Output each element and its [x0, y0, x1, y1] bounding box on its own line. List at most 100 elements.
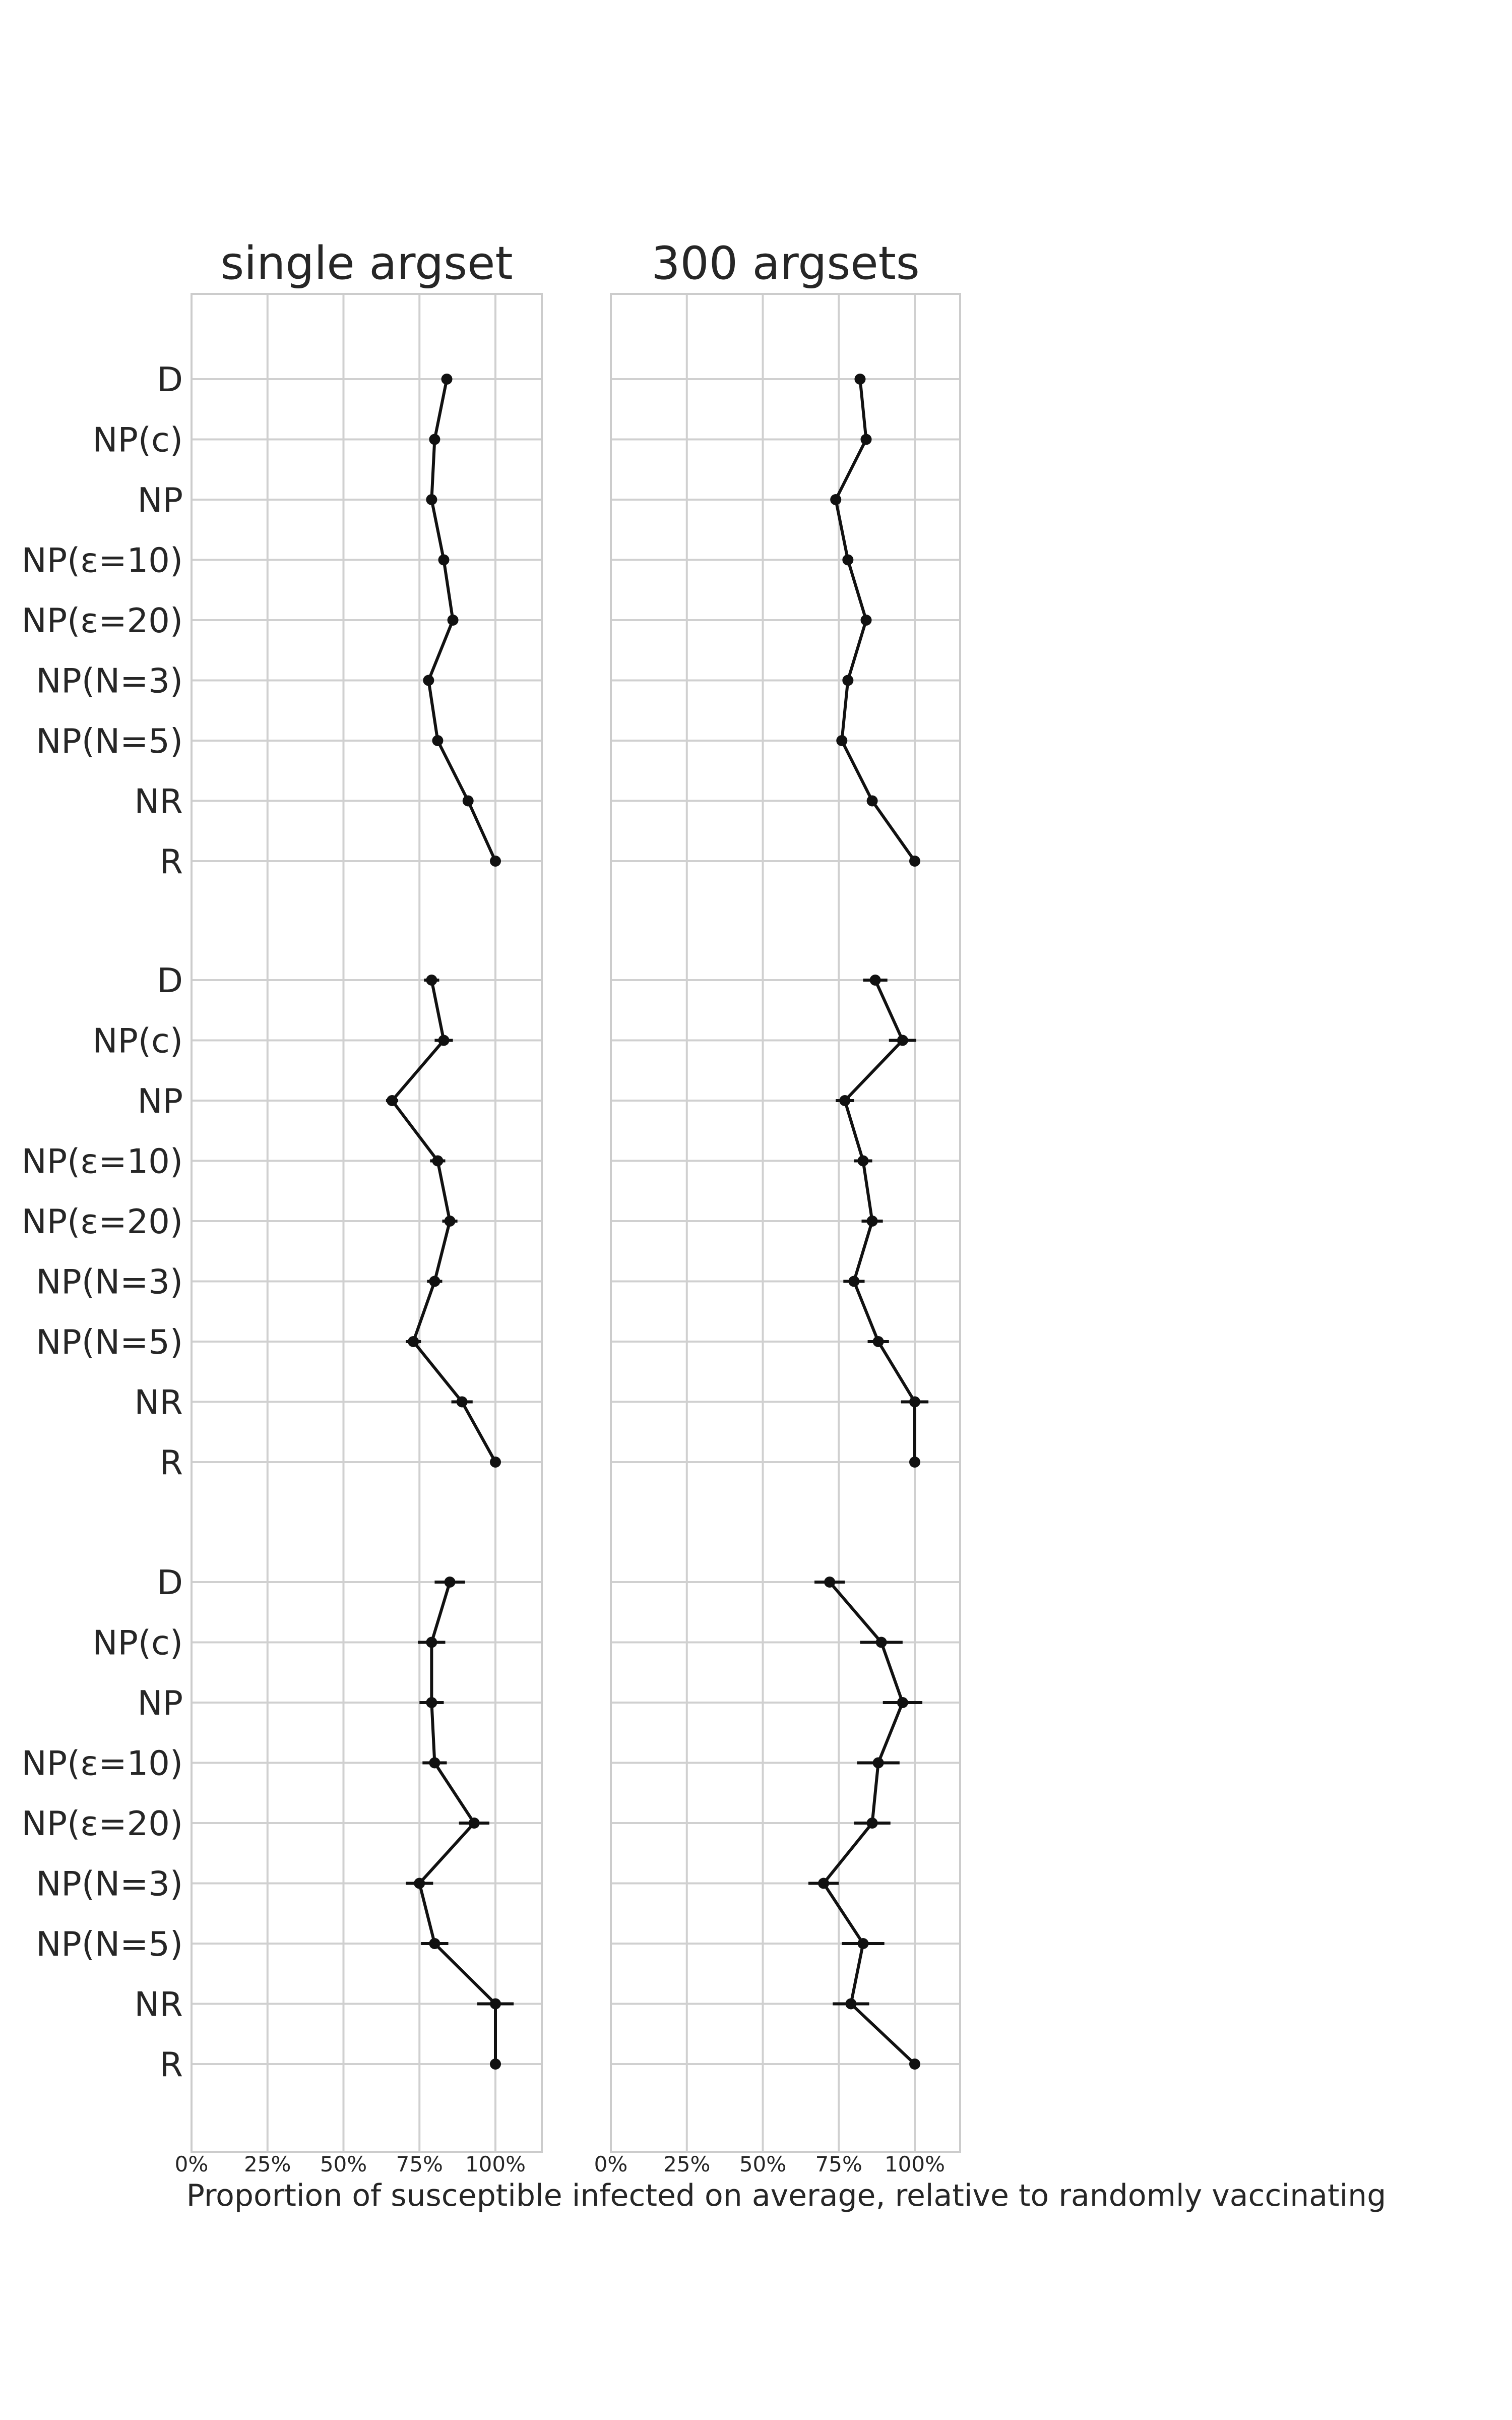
y-axis-tick-labels: D NP(c) NP NP(ε=10) NP(ε=20) NP(N=3) NP(N=5) NR… — [22, 360, 183, 2084]
y-tick-label-np-n-3: NP(N=3) — [36, 1262, 183, 1302]
point-np-c — [429, 434, 440, 445]
y-tick-label-d: D — [157, 360, 183, 399]
y-tick-label-nr: NR — [134, 782, 183, 821]
y-tick-label-np-10: NP(ε=10) — [22, 1142, 183, 1181]
y-tick-label-np-20: NP(ε=20) — [22, 1202, 183, 1241]
point-r — [490, 856, 501, 867]
point-nr — [845, 1998, 857, 2010]
point-np-20 — [866, 1216, 878, 1227]
point-np-n-5 — [872, 1336, 884, 1347]
panel-frame — [610, 293, 961, 2153]
point-np-n-5 — [408, 1336, 419, 1347]
point-r — [909, 1457, 920, 1468]
y-tick-label-np-c: NP(c) — [92, 1021, 183, 1061]
point-np-20 — [866, 1818, 878, 1829]
point-nr — [909, 1396, 920, 1408]
y-tick-label-np-n-5: NP(N=5) — [36, 1924, 183, 1964]
point-np-n-5 — [857, 1938, 869, 1949]
point-np-n-5 — [836, 735, 848, 746]
y-tick-label-np-10: NP(ε=10) — [22, 1744, 183, 1783]
point-np-n-3 — [818, 1878, 830, 1889]
point-r — [490, 2059, 501, 2070]
panel-frame — [191, 293, 543, 2153]
point-r — [490, 1457, 501, 1468]
point-np-n-3 — [848, 1276, 860, 1287]
point-d — [854, 374, 866, 385]
x-tick-label: 100% — [885, 2152, 945, 2176]
point-np — [426, 494, 437, 505]
y-tick-label-np-20: NP(ε=20) — [22, 1804, 183, 1843]
point-np-c — [860, 434, 872, 445]
y-tick-label-np-n-5: NP(N=5) — [36, 721, 183, 761]
point-nr — [866, 795, 878, 807]
x-tick-label: 50% — [320, 2152, 367, 2176]
point-np-10 — [872, 1757, 884, 1769]
y-tick-label-nr: NR — [134, 1985, 183, 2024]
point-d — [444, 1577, 456, 1588]
y-tick-label-np-n-5: NP(N=5) — [36, 1322, 183, 1362]
y-tick-label-np-n-3: NP(N=3) — [36, 1864, 183, 1904]
x-tick-label: 0% — [175, 2152, 209, 2176]
y-tick-label-nr: NR — [134, 1383, 183, 1422]
point-np-10 — [842, 554, 854, 566]
x-tick-label: 50% — [739, 2152, 786, 2176]
point-np-n-3 — [423, 675, 434, 686]
y-tick-label-d: D — [157, 1563, 183, 1602]
y-tick-label-d: D — [157, 961, 183, 1000]
point-np-c — [426, 1637, 437, 1648]
point-np — [830, 494, 842, 505]
panel-300-argsets: 0% 25% 50% 75% 100% — [594, 293, 961, 2176]
point-np — [426, 1697, 437, 1708]
point-nr — [462, 795, 474, 807]
point-d — [869, 975, 881, 986]
x-tick-label: 75% — [815, 2152, 862, 2176]
point-np-n-3 — [842, 675, 854, 686]
point-d — [824, 1577, 836, 1588]
y-tick-label-np-10: NP(ε=10) — [22, 541, 183, 580]
point-d — [441, 374, 453, 385]
x-axis-label: Proportion of susceptible infected on av… — [186, 2178, 1387, 2213]
point-np-10 — [857, 1155, 869, 1167]
point-r — [909, 2059, 920, 2070]
x-tick-label: 100% — [465, 2152, 526, 2176]
y-tick-label-r: R — [159, 842, 183, 881]
x-tick-label: 25% — [244, 2152, 291, 2176]
point-np-c — [438, 1035, 450, 1046]
point-np — [386, 1095, 398, 1106]
panel-single-argset: 0% 25% 50% 75% 100% — [175, 293, 543, 2176]
point-d — [426, 975, 437, 986]
y-tick-label-np-c: NP(c) — [92, 1623, 183, 1663]
x-tick-label: 25% — [663, 2152, 710, 2176]
x-tick-label: 75% — [396, 2152, 443, 2176]
point-np-10 — [432, 1155, 444, 1167]
point-np-n-3 — [429, 1276, 440, 1287]
point-np-n-5 — [432, 735, 444, 746]
panel-title-300-argsets: 300 argsets — [651, 237, 920, 290]
point-r — [909, 856, 920, 867]
y-tick-label-np-c: NP(c) — [92, 420, 183, 460]
y-tick-label-np: NP — [137, 1683, 183, 1723]
point-np — [839, 1095, 851, 1106]
point-nr — [456, 1396, 468, 1408]
point-np-c — [897, 1035, 908, 1046]
point-np-c — [875, 1637, 887, 1648]
point-np-20 — [468, 1818, 480, 1829]
y-tick-label-np-n-3: NP(N=3) — [36, 661, 183, 701]
point-np — [897, 1697, 908, 1708]
y-tick-label-np: NP — [137, 480, 183, 520]
y-tick-label-np-20: NP(ε=20) — [22, 601, 183, 640]
point-np-10 — [429, 1757, 440, 1769]
point-np-n-5 — [429, 1938, 440, 1949]
x-tick-label: 0% — [594, 2152, 628, 2176]
point-np-20 — [444, 1216, 456, 1227]
point-np-10 — [438, 554, 450, 566]
y-tick-label-np: NP — [137, 1081, 183, 1121]
point-np-20 — [860, 615, 872, 626]
point-np-20 — [447, 615, 459, 626]
point-np-n-3 — [414, 1878, 425, 1889]
y-tick-label-r: R — [159, 2045, 183, 2084]
y-tick-label-r: R — [159, 1443, 183, 1482]
point-nr — [490, 1998, 501, 2010]
panel-title-single-argset: single argset — [220, 237, 513, 290]
